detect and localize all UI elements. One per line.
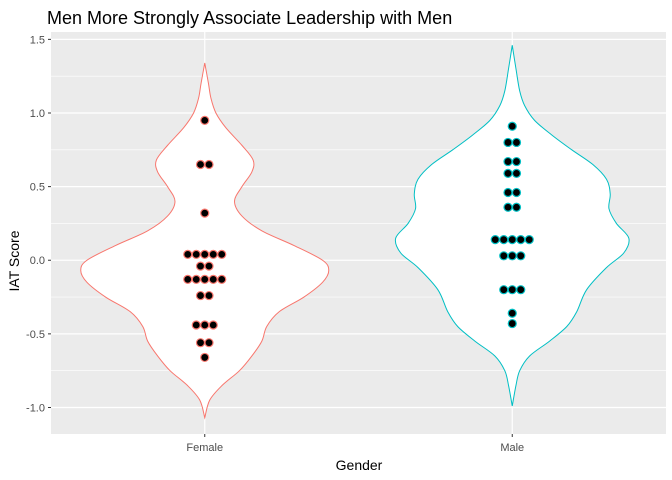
data-point	[204, 159, 214, 170]
data-point	[511, 156, 522, 167]
dot-layer	[183, 115, 534, 363]
data-point	[191, 249, 201, 259]
y-tick-label: -0.5	[26, 329, 45, 341]
data-point	[507, 235, 517, 245]
data-point	[503, 137, 513, 148]
data-point	[511, 187, 522, 198]
data-point	[217, 249, 227, 259]
data-point	[503, 202, 513, 212]
y-tick-label: 1.0	[30, 108, 45, 120]
x-axis-title: Gender	[336, 457, 383, 473]
violin-female	[80, 62, 330, 420]
data-point	[499, 251, 509, 261]
violin-male	[394, 45, 630, 407]
data-point	[516, 285, 526, 295]
data-point	[524, 235, 534, 245]
data-point	[511, 168, 522, 178]
data-point	[195, 159, 206, 170]
y-tick-label: -1.0	[26, 402, 45, 414]
data-point	[503, 156, 513, 167]
data-point	[516, 235, 526, 245]
data-point	[507, 285, 517, 295]
data-point	[516, 251, 526, 261]
data-point	[200, 208, 210, 218]
data-point	[503, 168, 513, 178]
data-point	[507, 251, 517, 261]
data-point	[204, 290, 214, 301]
data-point	[208, 274, 218, 284]
data-point	[217, 274, 227, 284]
data-point	[511, 137, 522, 148]
data-point	[195, 338, 206, 348]
chart-title: Men More Strongly Associate Leadership w…	[47, 8, 452, 28]
data-point	[208, 320, 218, 330]
violins	[80, 45, 630, 420]
data-point	[511, 202, 522, 212]
data-point	[499, 235, 509, 245]
data-point	[490, 235, 500, 245]
data-point	[507, 121, 517, 131]
y-tick-label: 0.5	[30, 182, 45, 194]
data-point	[200, 274, 210, 284]
x-tick-label: Male	[500, 442, 524, 454]
data-point	[200, 249, 210, 259]
data-point	[191, 320, 201, 330]
y-tick-label: 0.0	[30, 255, 45, 267]
data-point	[507, 318, 517, 329]
data-point	[503, 187, 513, 198]
y-axis: -1.0 -0.5 0.0 0.5 1.0 1.5	[26, 34, 51, 414]
data-point	[200, 352, 210, 363]
y-tick-label: 1.5	[30, 34, 45, 46]
data-point	[183, 274, 193, 284]
x-axis: Female Male	[186, 434, 524, 454]
data-point	[183, 249, 193, 259]
data-point	[200, 115, 210, 125]
data-point	[204, 338, 214, 348]
data-point	[195, 261, 206, 271]
data-point	[195, 290, 206, 301]
data-point	[499, 285, 509, 295]
y-axis-title: IAT Score	[6, 230, 22, 291]
data-point	[200, 320, 210, 330]
data-point	[191, 274, 201, 284]
data-point	[208, 249, 218, 259]
x-tick-label: Female	[186, 442, 223, 454]
data-point	[204, 261, 214, 271]
data-point	[507, 308, 517, 318]
